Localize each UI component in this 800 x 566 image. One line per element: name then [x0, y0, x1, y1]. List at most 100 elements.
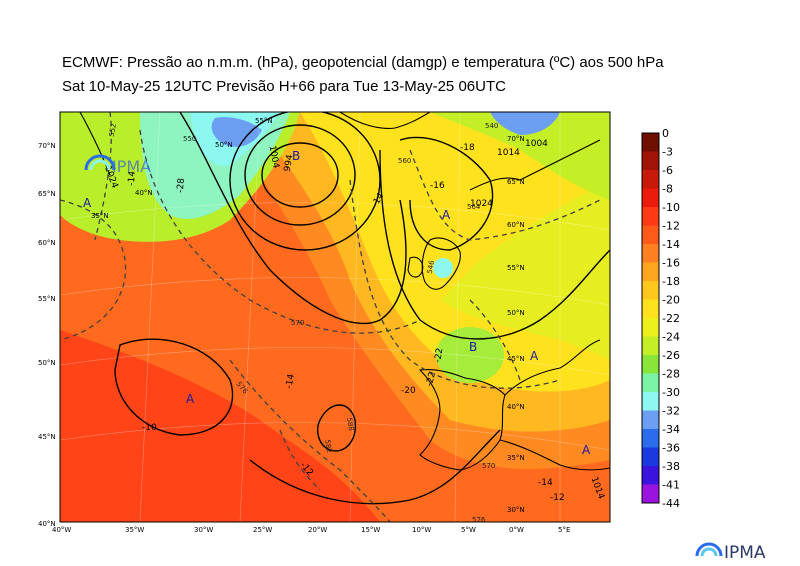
- geopotential-label: 570: [291, 319, 304, 327]
- colorbar-label: -36: [662, 442, 680, 455]
- ipma-logo-text: IPMA: [724, 543, 766, 563]
- isotherm-label: -22: [425, 371, 438, 388]
- grid-label: 70°N: [507, 135, 525, 143]
- lon-tick: 30°W: [194, 526, 213, 534]
- low-pressure-label: B: [292, 149, 300, 163]
- grid-label: 55°N: [255, 117, 273, 125]
- ipma-logo: IPMA: [695, 542, 766, 563]
- lon-tick: 15°W: [361, 526, 380, 534]
- isobar-label: 994: [283, 154, 296, 173]
- lon-tick: 5°W: [461, 526, 476, 534]
- colorbar-label: -38: [662, 460, 680, 473]
- ipma-watermark-icon: [84, 154, 116, 171]
- high-pressure-label: A: [582, 443, 591, 457]
- colorbar-label: -16: [662, 257, 680, 270]
- colorbar-swatch: [642, 133, 659, 152]
- colorbar-swatch: [642, 262, 659, 282]
- lat-tick: 45°N: [38, 433, 56, 441]
- high-pressure-label: A: [186, 392, 195, 406]
- norway-coast: [469, 139, 601, 191]
- colorbar-swatch: [642, 336, 659, 356]
- lon-tick: 0°W: [509, 526, 524, 534]
- geopotential-label: 564: [467, 203, 481, 211]
- iceland-coast: [339, 112, 431, 129]
- grid-label: 40°N: [507, 403, 525, 411]
- isotherm-label: -16: [430, 181, 445, 191]
- isotherm-label: -22: [433, 347, 445, 363]
- lon-tick: 10°W: [412, 526, 431, 534]
- isobar-label: 1004: [525, 139, 548, 149]
- colorbar-label: -24: [662, 331, 680, 344]
- chart-title-line1: ECMWF: Pressão ao n.m.m. (hPa), geopoten…: [62, 54, 664, 71]
- colorbar-swatch: [642, 299, 659, 319]
- colorbar-label: -32: [662, 405, 680, 418]
- lat-tick: 50°N: [38, 359, 56, 367]
- grid-label: 45°N: [507, 355, 525, 363]
- colorbar-label: -41: [662, 479, 680, 492]
- lon-tick: 25°W: [253, 526, 272, 534]
- colorbar-swatch: [642, 207, 659, 226]
- lat-tick: 70°N: [38, 142, 56, 150]
- colorbar-swatch: [642, 318, 659, 337]
- colorbar-swatch: [642, 373, 659, 393]
- isotherm-label: -28: [176, 177, 187, 193]
- colorbar-label: -6: [662, 164, 673, 177]
- isotherm-label: -14: [538, 478, 553, 488]
- colorbar-label: -14: [662, 238, 680, 251]
- high-pressure-label: A: [83, 196, 92, 210]
- map-frame: [59, 111, 611, 523]
- latitude-axis: 70°N 65°N 60°N 55°N 50°N 45°N 40°N: [38, 142, 56, 528]
- colorbar-label: -34: [662, 423, 680, 436]
- geopotential-label: 570: [482, 462, 495, 470]
- grid-label: 30°N: [507, 506, 525, 514]
- geopotential-label: 552: [108, 123, 118, 138]
- grid-label: 55°N: [507, 264, 525, 272]
- grid-label: 35°N: [507, 454, 525, 462]
- high-pressure-label: A: [442, 208, 451, 222]
- ipma-watermark: IPMA: [84, 154, 151, 176]
- interior-grid-labels: 55°N 50°N 40°N 35°N 65°N 60°N 55°N 50°N …: [91, 117, 525, 514]
- geopotential-label: 560: [398, 157, 411, 165]
- colorbar-swatch: [642, 429, 659, 448]
- ireland-coast: [407, 256, 424, 278]
- isotherm-label: -12: [550, 493, 565, 503]
- isotherm-label: -20: [401, 386, 416, 396]
- colorbar-swatch: [642, 355, 659, 374]
- geopotential-label: 546: [426, 259, 436, 274]
- colorbar-label: -12: [662, 220, 680, 233]
- isobar-label: 1014: [497, 148, 520, 158]
- isotherm-label: -14: [127, 170, 138, 186]
- isobar-label: 1024: [470, 199, 493, 209]
- high-pressure-label: A: [530, 349, 539, 363]
- colorbar-label: -26: [662, 349, 680, 362]
- lon-tick: 35°W: [125, 526, 144, 534]
- greenland-coast: [79, 112, 111, 176]
- colorbar-swatch: [642, 410, 659, 430]
- geopotential-lines: [60, 112, 601, 522]
- grid-label: 50°N: [507, 309, 525, 317]
- grid-label: 60°N: [507, 221, 525, 229]
- lat-tick: 55°N: [38, 295, 56, 303]
- colorbar-swatch: [642, 281, 659, 300]
- temperature-colorbar: 0 -3 -6 -8 -10 -12 -14 -16 -18 -20 -22 -24 -26 -28 -30…: [641, 127, 680, 510]
- lon-tick: 20°W: [308, 526, 327, 534]
- chart-title-line2: Sat 10-May-25 12UTC Previsão H+66 para T…: [62, 78, 506, 95]
- cold-spot-uk: [433, 258, 453, 278]
- colorbar-frame: [641, 132, 660, 504]
- lon-tick: 40°W: [52, 526, 71, 534]
- colorbar-swatch: [642, 170, 659, 189]
- colorbar-swatch: [642, 188, 659, 208]
- geopotential-label: 588: [345, 417, 355, 432]
- isotherm-label: -10: [142, 423, 157, 433]
- colorbar-label: -3: [662, 146, 673, 159]
- graticule: [60, 112, 610, 522]
- colorbar-label: 0: [662, 127, 669, 140]
- colorbar-label: -30: [662, 386, 680, 399]
- cold-region-north-east: [430, 112, 610, 200]
- lat-tick: 60°N: [38, 239, 56, 247]
- colorbar-swatch: [642, 466, 659, 485]
- colorbar-swatch: [642, 244, 659, 263]
- lat-tick: 65°N: [38, 190, 56, 198]
- africa-coast: [499, 439, 610, 471]
- isotherm-label: -18: [460, 143, 475, 153]
